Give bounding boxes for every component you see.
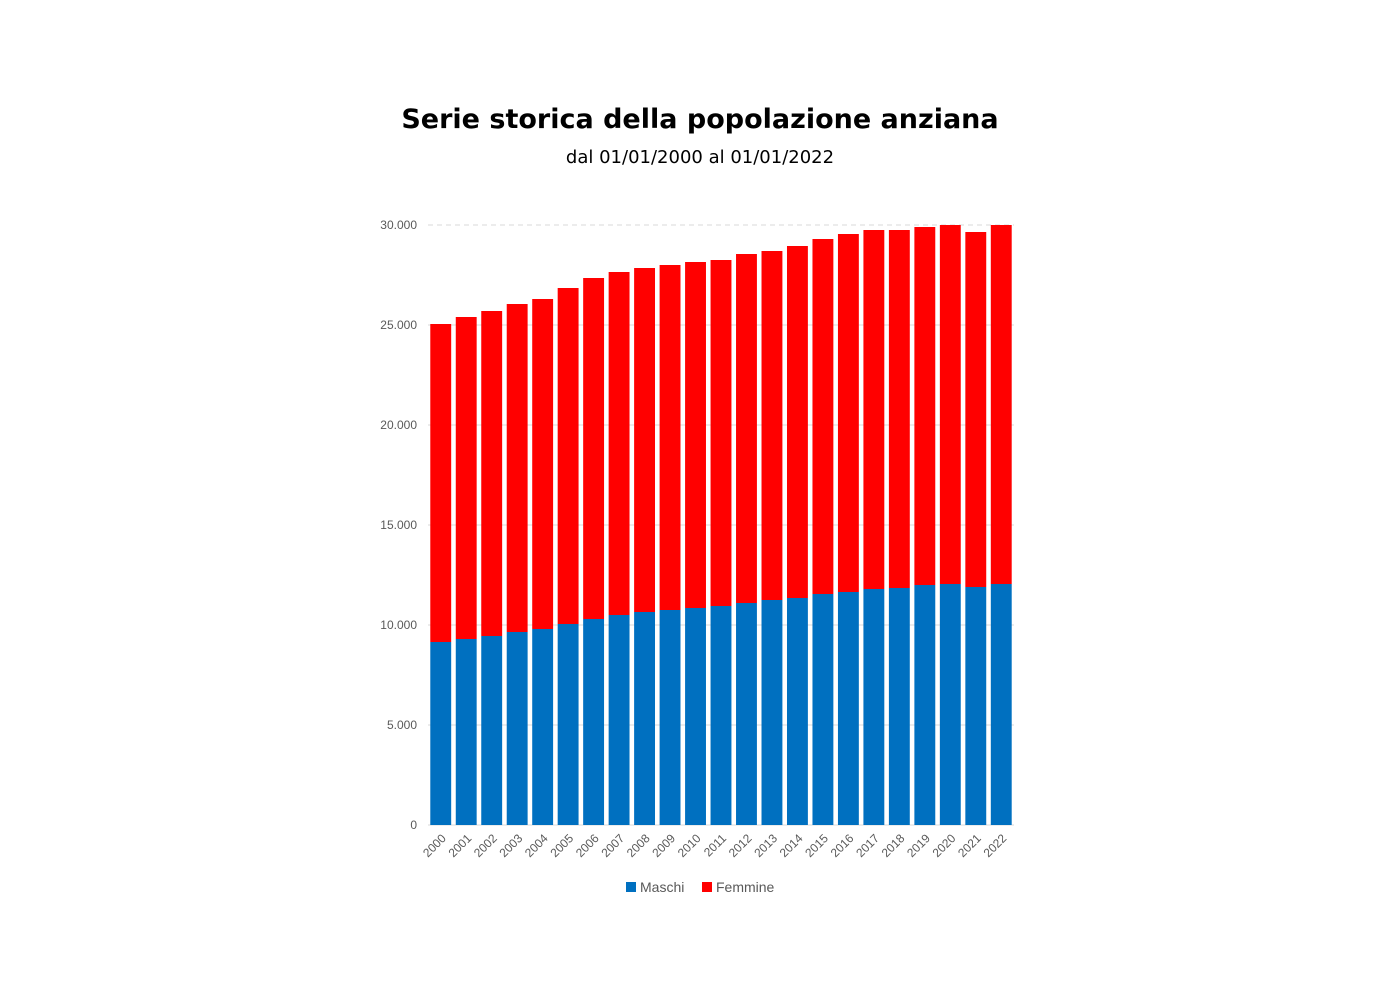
x-tick-label: 2000	[420, 831, 449, 860]
bar-maschi-2014	[786, 598, 808, 825]
bar-maschi-2021	[965, 587, 987, 825]
bar-femmine-2019	[914, 227, 936, 585]
bar-femmine-2004	[532, 299, 554, 629]
x-tick-label: 2007	[598, 831, 627, 860]
x-tick-label: 2011	[701, 831, 729, 859]
bar-femmine-2007	[608, 272, 630, 615]
bar-femmine-2015	[812, 239, 834, 594]
y-tick-label: 5.000	[387, 718, 417, 732]
bar-maschi-2022	[990, 584, 1012, 825]
chart-title: Serie storica della popolazione anziana	[401, 104, 999, 135]
y-tick-label: 30.000	[380, 218, 417, 232]
legend-label-femmine: Femmine	[716, 879, 775, 895]
bar-femmine-2012	[736, 254, 757, 603]
bars	[430, 225, 1012, 825]
y-axis: 0 5.000 10.000 15.000 20.000 25.000 30.000	[380, 218, 417, 832]
x-tick-label: 2010	[675, 831, 704, 860]
bar-maschi-2012	[736, 603, 757, 825]
bar-femmine-2010	[685, 262, 706, 608]
legend-swatch-maschi	[626, 882, 636, 892]
x-tick-label: 2003	[497, 831, 526, 860]
y-tick-label: 10.000	[380, 618, 417, 632]
bar-maschi-2011	[710, 606, 732, 825]
x-tick-label: 2019	[904, 831, 933, 860]
bar-femmine-2022	[990, 225, 1012, 584]
x-tick-label: 2004	[522, 831, 551, 860]
bar-maschi-2001	[455, 639, 477, 825]
y-tick-label: 25.000	[380, 318, 417, 332]
bar-maschi-2018	[888, 588, 910, 825]
x-tick-label: 2013	[751, 831, 780, 860]
x-tick-label: 2015	[802, 831, 831, 860]
bar-femmine-2013	[761, 251, 783, 600]
x-tick-label: 2008	[624, 831, 653, 860]
y-tick-label: 15.000	[380, 518, 417, 532]
bar-femmine-2002	[481, 311, 503, 636]
bar-maschi-2007	[608, 615, 630, 825]
chart-subtitle: dal 01/01/2000 al 01/01/2022	[565, 147, 835, 168]
x-tick-label: 2016	[828, 831, 857, 860]
bar-maschi-2000	[430, 642, 452, 825]
y-tick-label: 0	[410, 818, 417, 832]
bar-femmine-2020	[939, 225, 961, 584]
bar-maschi-2004	[532, 629, 554, 825]
x-tick-label: 2012	[726, 831, 755, 860]
x-tick-label: 2005	[547, 831, 576, 860]
x-tick-label: 2018	[879, 831, 908, 860]
bar-femmine-2001	[455, 317, 477, 639]
x-tick-label: 2022	[981, 831, 1010, 860]
bar-maschi-2010	[685, 608, 706, 825]
bar-femmine-2009	[659, 265, 681, 610]
bar-femmine-2017	[863, 230, 885, 589]
bar-maschi-2020	[939, 584, 961, 825]
bar-femmine-2014	[786, 246, 808, 598]
x-tick-label: 2009	[649, 831, 678, 860]
bar-maschi-2017	[863, 589, 885, 825]
bar-maschi-2016	[837, 592, 859, 825]
bar-maschi-2008	[634, 612, 656, 825]
x-tick-label: 2014	[777, 831, 806, 860]
bar-maschi-2019	[914, 585, 936, 825]
x-tick-label: 2001	[446, 831, 475, 860]
bar-femmine-2018	[888, 230, 910, 588]
x-tick-label: 2002	[471, 831, 500, 860]
bar-femmine-2000	[430, 324, 452, 642]
bar-femmine-2016	[837, 234, 859, 592]
legend: Maschi Femmine	[626, 879, 775, 895]
bar-maschi-2015	[812, 594, 834, 825]
x-tick-label: 2021	[955, 831, 984, 860]
x-tick-label: 2017	[853, 831, 882, 860]
bar-femmine-2021	[965, 232, 987, 587]
bar-femmine-2008	[634, 268, 656, 612]
bar-maschi-2003	[506, 632, 528, 825]
y-tick-label: 20.000	[380, 418, 417, 432]
bar-maschi-2013	[761, 600, 783, 825]
bar-maschi-2005	[557, 624, 579, 825]
x-tick-label: 2006	[573, 831, 602, 860]
bar-femmine-2003	[506, 304, 528, 632]
x-axis: 2000200120022003200420052006200720082009…	[420, 831, 1010, 860]
x-tick-label: 2020	[930, 831, 959, 860]
bar-maschi-2009	[659, 610, 681, 825]
bar-femmine-2011	[710, 260, 732, 606]
bar-femmine-2006	[583, 278, 605, 619]
legend-label-maschi: Maschi	[640, 879, 684, 895]
legend-swatch-femmine	[702, 882, 712, 892]
bar-maschi-2006	[583, 619, 605, 825]
bar-maschi-2002	[481, 636, 503, 825]
bar-femmine-2005	[557, 288, 579, 624]
